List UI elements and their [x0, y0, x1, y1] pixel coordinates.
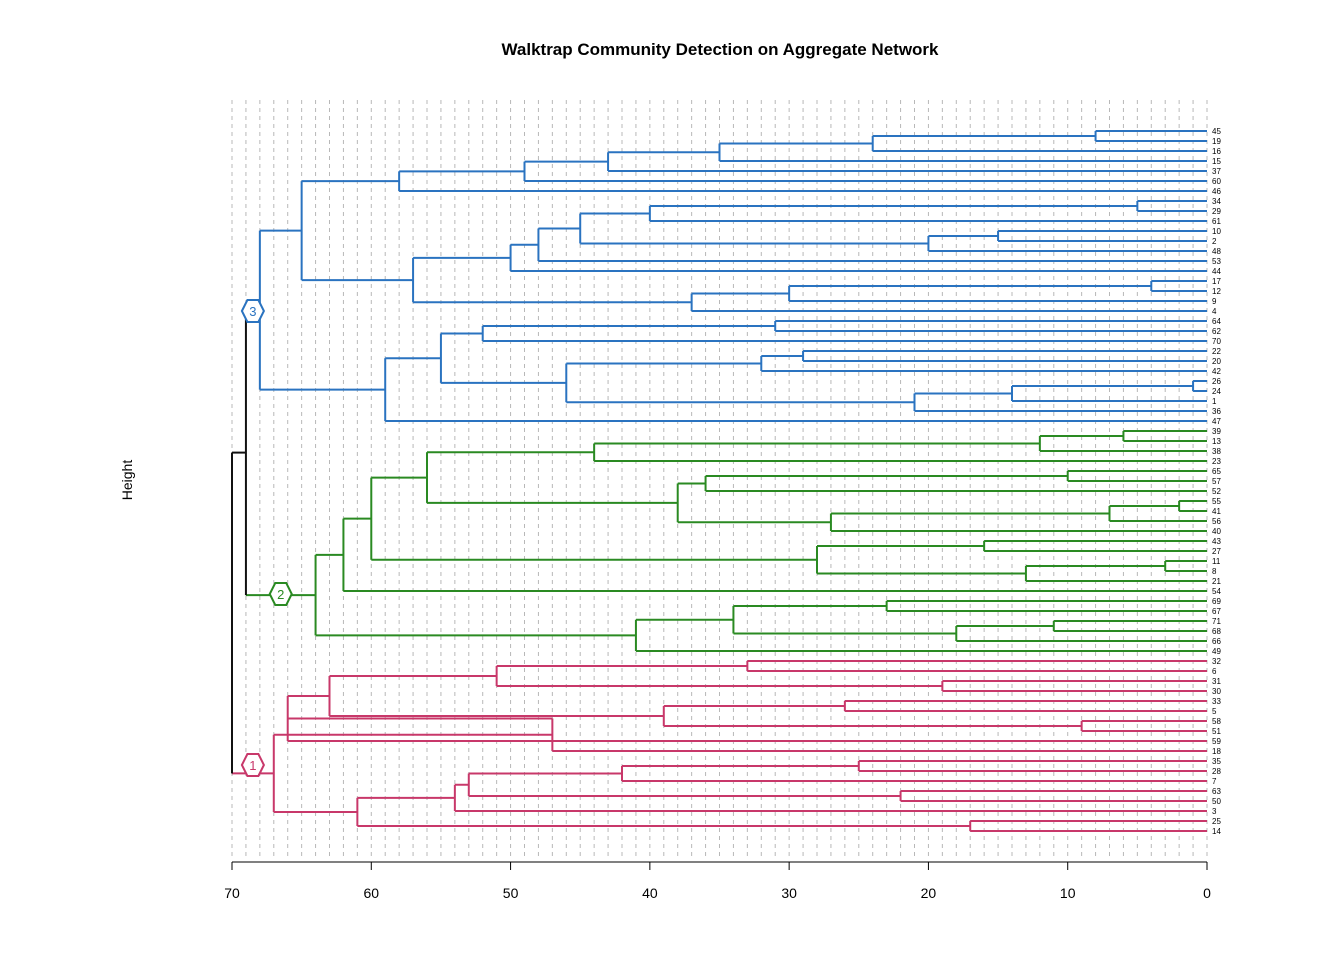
leaf-label: 33 — [1212, 697, 1221, 706]
leaf-label: 11 — [1212, 557, 1221, 566]
leaf-label: 64 — [1212, 317, 1221, 326]
leaf-label: 42 — [1212, 367, 1221, 376]
leaf-label: 30 — [1212, 687, 1221, 696]
leaf-label: 24 — [1212, 387, 1221, 396]
leaf-label: 61 — [1212, 217, 1221, 226]
leaf-label: 55 — [1212, 497, 1221, 506]
x-tick-label: 10 — [1060, 885, 1076, 901]
x-tick-label: 0 — [1203, 885, 1211, 901]
leaf-label: 27 — [1212, 547, 1221, 556]
leaf-label: 29 — [1212, 207, 1221, 216]
leaf-label: 19 — [1212, 137, 1221, 146]
leaf-label: 1 — [1212, 397, 1217, 406]
leaf-label: 41 — [1212, 507, 1221, 516]
leaf-label: 56 — [1212, 517, 1221, 526]
x-tick-label: 50 — [503, 885, 519, 901]
leaf-label: 46 — [1212, 187, 1221, 196]
leaf-label: 32 — [1212, 657, 1221, 666]
leaf-label: 2 — [1212, 237, 1217, 246]
leaf-label: 31 — [1212, 677, 1221, 686]
community-markers: 3 2 1 — [240, 299, 293, 777]
leaf-label: 57 — [1212, 477, 1221, 486]
leaf-label: 53 — [1212, 257, 1221, 266]
leaf-label: 52 — [1212, 487, 1221, 496]
leaf-label: 39 — [1212, 427, 1221, 436]
x-tick-label: 60 — [363, 885, 379, 901]
leaf-label: 15 — [1212, 157, 1221, 166]
leaf-label: 44 — [1212, 267, 1221, 276]
leaf-label: 5 — [1212, 707, 1217, 716]
leaf-label: 38 — [1212, 447, 1221, 456]
leaf-label: 35 — [1212, 757, 1221, 766]
leaf-label: 26 — [1212, 377, 1221, 386]
leaf-labels: 4519161537604634296110248534417129464627… — [1212, 127, 1221, 836]
leaf-label: 20 — [1212, 357, 1221, 366]
community-label: 3 — [249, 304, 256, 319]
leaf-label: 7 — [1212, 777, 1217, 786]
leaf-label: 13 — [1212, 437, 1221, 446]
leaf-label: 16 — [1212, 147, 1221, 156]
community-label: 2 — [277, 587, 284, 602]
leaf-label: 62 — [1212, 327, 1221, 336]
leaf-label: 59 — [1212, 737, 1221, 746]
leaf-label: 8 — [1212, 567, 1217, 576]
leaf-label: 66 — [1212, 637, 1221, 646]
leaf-label: 14 — [1212, 827, 1221, 836]
leaf-label: 68 — [1212, 627, 1221, 636]
leaf-label: 48 — [1212, 247, 1221, 256]
leaf-label: 23 — [1212, 457, 1221, 466]
leaf-label: 10 — [1212, 227, 1221, 236]
x-tick-label: 30 — [781, 885, 797, 901]
leaf-label: 17 — [1212, 277, 1221, 286]
x-axis: 70 60 50 40 30 20 10 0 — [224, 861, 1211, 901]
x-tick-label: 70 — [224, 885, 240, 901]
chart-title: Walktrap Community Detection on Aggregat… — [501, 40, 939, 59]
leaf-label: 60 — [1212, 177, 1221, 186]
leaf-label: 40 — [1212, 527, 1221, 536]
dendrogram-branches — [231, 130, 1207, 832]
leaf-label: 18 — [1212, 747, 1221, 756]
leaf-label: 21 — [1212, 577, 1221, 586]
leaf-label: 22 — [1212, 347, 1221, 356]
leaf-label: 54 — [1212, 587, 1221, 596]
community-hexagon — [240, 299, 266, 323]
leaf-label: 51 — [1212, 727, 1221, 736]
leaf-label: 50 — [1212, 797, 1221, 806]
y-axis-label: Height — [119, 460, 135, 501]
leaf-label: 36 — [1212, 407, 1221, 416]
leaf-label: 6 — [1212, 667, 1217, 676]
leaf-label: 34 — [1212, 197, 1221, 206]
x-tick-label: 40 — [642, 885, 658, 901]
leaf-label: 63 — [1212, 787, 1221, 796]
leaf-label: 25 — [1212, 817, 1221, 826]
guide-lines — [231, 100, 1208, 858]
community-hexagon — [240, 753, 266, 777]
leaf-label: 49 — [1212, 647, 1221, 656]
community-hexagon — [268, 582, 293, 606]
leaf-label: 28 — [1212, 767, 1221, 776]
leaf-label: 69 — [1212, 597, 1221, 606]
leaf-label: 3 — [1212, 807, 1217, 816]
leaf-label: 9 — [1212, 297, 1217, 306]
leaf-label: 67 — [1212, 607, 1221, 616]
leaf-label: 65 — [1212, 467, 1221, 476]
leaf-label: 37 — [1212, 167, 1221, 176]
leaf-label: 12 — [1212, 287, 1221, 296]
leaf-label: 58 — [1212, 717, 1221, 726]
leaf-label: 4 — [1212, 307, 1217, 316]
x-tick-label: 20 — [921, 885, 937, 901]
community-label: 1 — [249, 758, 256, 773]
leaf-label: 45 — [1212, 127, 1221, 136]
leaf-label: 43 — [1212, 537, 1221, 546]
leaf-label: 47 — [1212, 417, 1221, 426]
leaf-label: 70 — [1212, 337, 1221, 346]
leaf-label: 71 — [1212, 617, 1221, 626]
